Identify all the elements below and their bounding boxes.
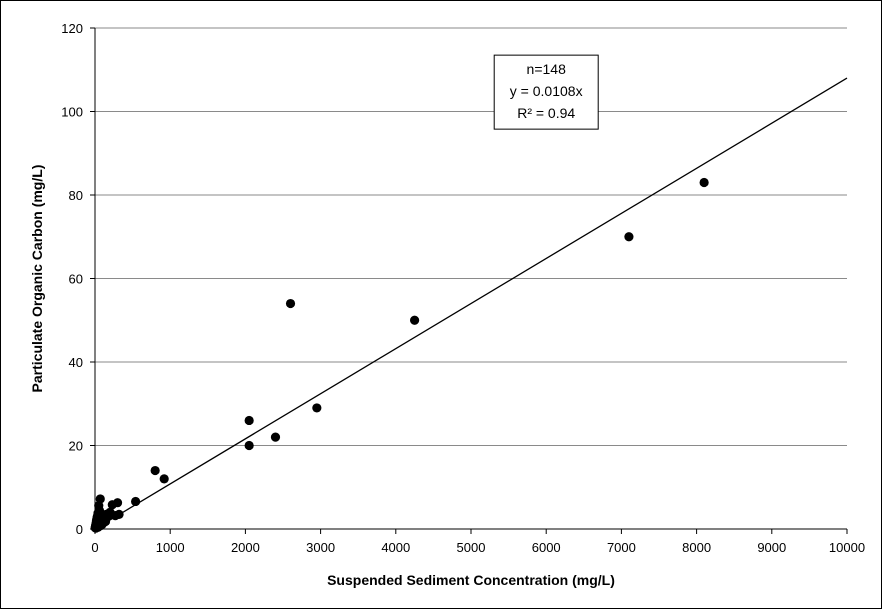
y-axis-title: Particulate Organic Carbon (mg/L) — [29, 165, 45, 393]
data-point — [150, 465, 160, 476]
data-point — [159, 474, 169, 484]
x-tick-label: 8000 — [682, 540, 711, 555]
data-point — [106, 510, 116, 520]
y-tick-label: 20 — [69, 439, 83, 454]
y-tick-label: 60 — [69, 272, 83, 287]
x-tick-label: 9000 — [757, 540, 786, 555]
data-point — [244, 415, 254, 426]
annotation-box: n=148 y = 0.0108x R² = 0.94 — [493, 54, 599, 130]
data-point — [312, 403, 322, 413]
x-axis-title: Suspended Sediment Concentration (mg/L) — [327, 572, 615, 588]
annotation-equation: y = 0.0108x — [510, 83, 583, 99]
data-point — [699, 177, 709, 188]
data-point — [100, 516, 111, 527]
annotation-r-squared: R² = 0.94 — [517, 105, 575, 121]
y-tick-label: 0 — [76, 522, 83, 537]
x-tick-label: 6000 — [532, 540, 561, 555]
data-point — [244, 440, 254, 451]
y-tick-label: 100 — [61, 105, 83, 120]
gridlines — [95, 27, 847, 446]
x-tick-label: 5000 — [457, 540, 486, 555]
y-tick-label: 120 — [61, 21, 83, 36]
data-point — [131, 496, 141, 507]
data-point — [410, 315, 420, 325]
axes: 0 20 40 60 80 100 120 0 1000 2000 3000 4000 5000 6000… — [61, 21, 865, 555]
x-tick-label: 3000 — [306, 540, 335, 555]
annotation-border — [493, 54, 599, 130]
data-point — [624, 232, 634, 242]
x-tick-label: 0 — [91, 540, 98, 555]
x-tick-label: 10000 — [829, 540, 865, 555]
x-tick-label: 2000 — [231, 540, 260, 555]
trendline — [94, 77, 848, 530]
data-point — [285, 298, 296, 309]
x-tick-label: 7000 — [607, 540, 636, 555]
data-point — [107, 500, 117, 510]
y-tick-label: 80 — [69, 188, 83, 203]
trendline-layer — [94, 77, 848, 530]
data-point — [270, 432, 281, 442]
x-tick-label: 1000 — [156, 540, 185, 555]
x-tick-label: 4000 — [381, 540, 410, 555]
data-points — [90, 177, 709, 533]
y-tick-label: 40 — [69, 355, 83, 370]
annotation-count: n=148 — [527, 61, 567, 77]
